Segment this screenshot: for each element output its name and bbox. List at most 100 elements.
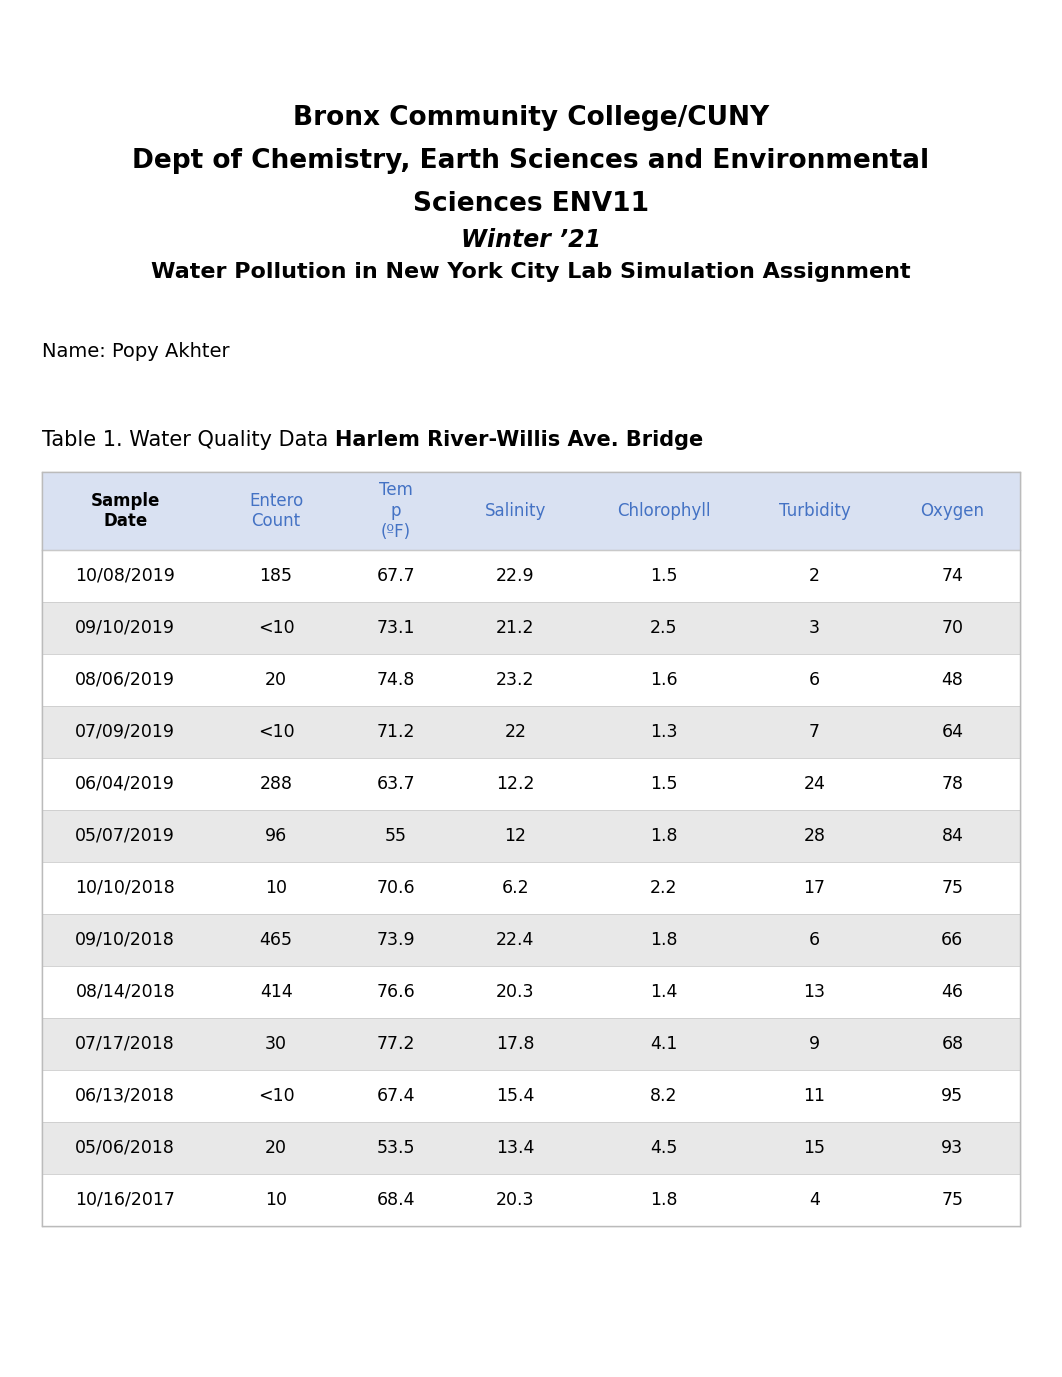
Text: 12.2: 12.2 <box>496 775 534 793</box>
Text: 77.2: 77.2 <box>377 1036 415 1053</box>
Text: 55: 55 <box>384 828 407 845</box>
Text: 1.5: 1.5 <box>650 775 678 793</box>
Text: 75: 75 <box>941 1191 963 1209</box>
Text: 288: 288 <box>259 775 293 793</box>
Text: Winter ’21: Winter ’21 <box>461 229 601 252</box>
Text: 20: 20 <box>266 1139 287 1157</box>
Text: 46: 46 <box>941 983 963 1001</box>
Text: 2: 2 <box>809 567 820 585</box>
Text: 2.2: 2.2 <box>650 879 678 896</box>
Text: Dept of Chemistry, Earth Sciences and Environmental: Dept of Chemistry, Earth Sciences and En… <box>133 147 929 174</box>
Text: 465: 465 <box>259 931 293 949</box>
Bar <box>42 862 1020 914</box>
Text: 63.7: 63.7 <box>376 775 415 793</box>
Bar <box>42 1070 1020 1122</box>
Text: 4: 4 <box>809 1191 820 1209</box>
Text: 1.5: 1.5 <box>650 567 678 585</box>
Text: Tem
p
(ºF): Tem p (ºF) <box>379 481 413 541</box>
Text: 07/17/2018: 07/17/2018 <box>75 1036 175 1053</box>
Text: 70: 70 <box>941 620 963 638</box>
Text: 67.7: 67.7 <box>376 567 415 585</box>
Text: 09/10/2019: 09/10/2019 <box>75 620 175 638</box>
Bar <box>42 654 1020 706</box>
Text: 11: 11 <box>804 1086 825 1104</box>
Text: 10/08/2019: 10/08/2019 <box>75 567 175 585</box>
Bar <box>42 1122 1020 1175</box>
Text: 4.5: 4.5 <box>650 1139 678 1157</box>
Text: 10/10/2018: 10/10/2018 <box>75 879 175 896</box>
Text: 84: 84 <box>941 828 963 845</box>
Text: 74.8: 74.8 <box>377 671 415 688</box>
Text: 414: 414 <box>260 983 292 1001</box>
Text: 22.4: 22.4 <box>496 931 534 949</box>
Text: 3: 3 <box>809 620 820 638</box>
Text: 05/07/2019: 05/07/2019 <box>75 828 175 845</box>
Bar <box>42 914 1020 967</box>
Text: 09/10/2018: 09/10/2018 <box>75 931 175 949</box>
Text: 53.5: 53.5 <box>377 1139 415 1157</box>
Text: 73.1: 73.1 <box>377 620 415 638</box>
Text: 20: 20 <box>266 671 287 688</box>
Text: 70.6: 70.6 <box>376 879 415 896</box>
Text: 93: 93 <box>941 1139 963 1157</box>
Text: 21.2: 21.2 <box>496 620 534 638</box>
Text: 17: 17 <box>804 879 825 896</box>
Text: 15.4: 15.4 <box>496 1086 534 1104</box>
Text: 64: 64 <box>941 723 963 741</box>
Text: Salinity: Salinity <box>484 503 546 521</box>
Text: 68.4: 68.4 <box>377 1191 415 1209</box>
Text: 24: 24 <box>804 775 825 793</box>
Text: 96: 96 <box>266 828 287 845</box>
Text: Water Pollution in New York City Lab Simulation Assignment: Water Pollution in New York City Lab Sim… <box>151 262 911 282</box>
Text: 2.5: 2.5 <box>650 620 678 638</box>
Text: 22: 22 <box>504 723 527 741</box>
Text: 73.9: 73.9 <box>376 931 415 949</box>
Text: 30: 30 <box>266 1036 287 1053</box>
Text: 06/13/2018: 06/13/2018 <box>75 1086 175 1104</box>
Text: Chlorophyll: Chlorophyll <box>617 503 710 521</box>
Text: 1.6: 1.6 <box>650 671 678 688</box>
Text: Sciences ENV11: Sciences ENV11 <box>413 191 649 218</box>
Text: 10: 10 <box>266 1191 287 1209</box>
Text: 66: 66 <box>941 931 963 949</box>
Text: Bronx Community College/CUNY: Bronx Community College/CUNY <box>293 105 769 131</box>
Text: 23.2: 23.2 <box>496 671 534 688</box>
Text: Sample
Date: Sample Date <box>90 492 160 530</box>
Text: 1.3: 1.3 <box>650 723 678 741</box>
Text: 13: 13 <box>804 983 825 1001</box>
Bar <box>42 706 1020 757</box>
Text: 6: 6 <box>809 931 820 949</box>
Text: 9: 9 <box>809 1036 820 1053</box>
Text: 8.2: 8.2 <box>650 1086 678 1104</box>
Text: 6.2: 6.2 <box>501 879 529 896</box>
Text: Oxygen: Oxygen <box>921 503 984 521</box>
Text: <10: <10 <box>258 723 294 741</box>
Text: 1.4: 1.4 <box>650 983 678 1001</box>
Text: 13.4: 13.4 <box>496 1139 534 1157</box>
Text: 22.9: 22.9 <box>496 567 534 585</box>
Text: 78: 78 <box>941 775 963 793</box>
Text: 1.8: 1.8 <box>650 1191 678 1209</box>
Text: 08/14/2018: 08/14/2018 <box>75 983 175 1001</box>
Text: 1.8: 1.8 <box>650 828 678 845</box>
Bar <box>42 602 1020 654</box>
Bar <box>42 1175 1020 1226</box>
Text: 67.4: 67.4 <box>377 1086 415 1104</box>
Bar <box>42 472 1020 1226</box>
Text: 05/06/2018: 05/06/2018 <box>75 1139 175 1157</box>
Bar <box>42 967 1020 1018</box>
Text: 75: 75 <box>941 879 963 896</box>
Text: 10: 10 <box>266 879 287 896</box>
Text: 6: 6 <box>809 671 820 688</box>
Bar <box>42 1018 1020 1070</box>
Text: 15: 15 <box>804 1139 825 1157</box>
Text: 06/04/2019: 06/04/2019 <box>75 775 175 793</box>
Text: 7: 7 <box>809 723 820 741</box>
Text: 71.2: 71.2 <box>377 723 415 741</box>
Text: <10: <10 <box>258 620 294 638</box>
Bar <box>42 549 1020 602</box>
Text: Name: Popy Akhter: Name: Popy Akhter <box>42 341 229 361</box>
Text: Harlem River-Willis Ave. Bridge: Harlem River-Willis Ave. Bridge <box>335 430 703 450</box>
Text: 68: 68 <box>941 1036 963 1053</box>
Text: 12: 12 <box>504 828 527 845</box>
